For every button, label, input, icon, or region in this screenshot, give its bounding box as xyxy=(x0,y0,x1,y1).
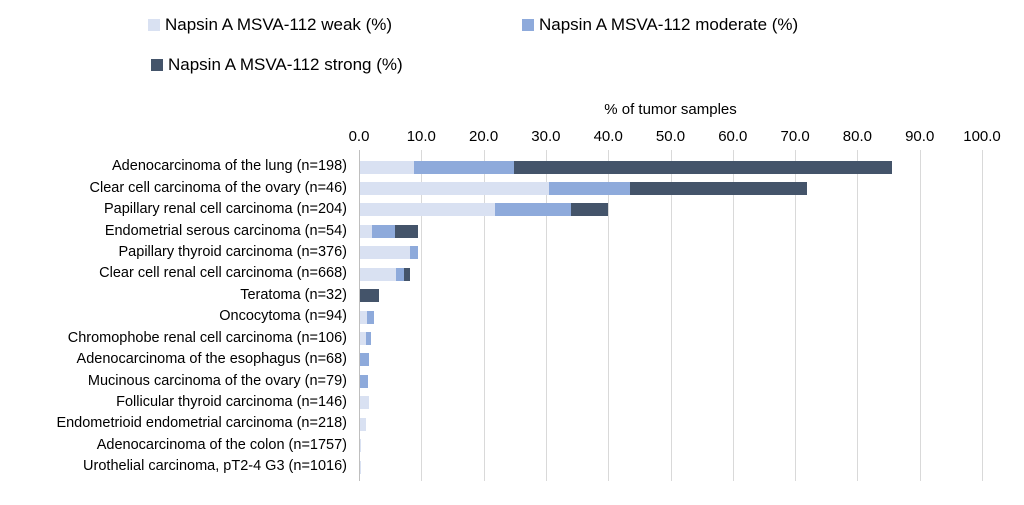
bar-segment-strong xyxy=(394,224,418,238)
bar-segment-moderate xyxy=(494,203,572,217)
bar-segment-moderate xyxy=(360,374,369,388)
bar-segment-moderate xyxy=(371,224,395,238)
x-tick-label: 70.0 xyxy=(780,128,810,145)
legend-swatch-moderate-icon xyxy=(522,19,534,31)
legend-swatch-weak-icon xyxy=(148,19,160,31)
bar-row xyxy=(360,181,807,195)
category-label: Mucinous carcinoma of the ovary (n=79) xyxy=(87,372,347,389)
category-label: Papillary thyroid carcinoma (n=376) xyxy=(118,244,347,260)
legend-label-weak: Napsin A MSVA-112 weak (%) xyxy=(165,15,393,34)
category-label: Endometrial serous carcinoma (n=54) xyxy=(104,222,347,239)
category-label: Follicular thyroid carcinoma (n=146) xyxy=(116,394,347,410)
bar-row xyxy=(360,374,369,388)
bar-row xyxy=(360,289,380,303)
bar-row xyxy=(360,331,372,345)
legend-label-strong: Napsin A MSVA-112 strong (%) xyxy=(168,55,403,74)
bar-segment-weak xyxy=(360,331,366,345)
x-tick-label: 60.0 xyxy=(718,128,748,145)
bar-segment-strong xyxy=(360,289,380,303)
x-tick-label: 40.0 xyxy=(593,128,623,145)
bar-segment-moderate xyxy=(365,331,372,345)
bar-segment-moderate xyxy=(366,310,374,324)
bar-segment-weak xyxy=(360,439,362,453)
legend-swatch-strong-icon xyxy=(151,59,163,71)
bar-segment-moderate xyxy=(396,267,405,281)
bar-segment-weak xyxy=(360,396,369,410)
bar-segment-weak xyxy=(360,203,495,217)
bar-segment-moderate xyxy=(413,160,515,174)
gridline xyxy=(857,150,859,481)
x-tick-label: 30.0 xyxy=(531,128,561,145)
legend-item-strong: Napsin A MSVA-112 strong (%) xyxy=(151,55,403,75)
x-tick-label: 100.0 xyxy=(963,128,1001,145)
bar-row xyxy=(360,310,374,324)
bar-row xyxy=(360,417,366,431)
legend-label-moderate: Napsin A MSVA-112 moderate (%) xyxy=(539,15,799,34)
category-label: Urothelial carcinoma, pT2-4 G3 (n=1016) xyxy=(83,458,347,475)
bar-segment-weak xyxy=(360,417,366,431)
gridline xyxy=(545,150,547,481)
bar-row xyxy=(360,203,608,217)
bar-row xyxy=(360,439,362,453)
x-tick-label: 80.0 xyxy=(842,128,872,145)
x-tick-label: 0.0 xyxy=(348,128,370,145)
x-axis-title: % of tumor samples xyxy=(604,101,737,118)
gridline xyxy=(732,150,734,481)
category-label: Teratoma (n=32) xyxy=(240,286,347,303)
bar-segment-weak xyxy=(360,246,410,260)
category-label: Endometrioid endometrial carcinoma (n=21… xyxy=(56,415,347,432)
category-label: Adenocarcinoma of the colon (n=1757) xyxy=(96,436,347,453)
bar-segment-moderate xyxy=(409,246,418,260)
plot-area xyxy=(359,150,983,481)
legend-item-moderate: Napsin A MSVA-112 moderate (%) xyxy=(522,15,798,35)
gridline xyxy=(483,150,485,481)
bar-row xyxy=(360,460,362,474)
gridline xyxy=(795,150,797,481)
category-label: Adenocarcinoma of the lung (n=198) xyxy=(112,158,347,175)
category-label: Oncocytoma (n=94) xyxy=(219,308,347,325)
gridline xyxy=(670,150,672,481)
gridline xyxy=(919,150,921,481)
category-label: Papillary renal cell carcinoma (n=204) xyxy=(104,201,347,218)
bar-row xyxy=(360,224,418,238)
bar-segment-weak xyxy=(360,460,362,474)
bar-row xyxy=(360,246,418,260)
category-label: Adenocarcinoma of the esophagus (n=68) xyxy=(76,351,347,368)
gridline xyxy=(608,150,610,481)
x-tick-label: 20.0 xyxy=(468,128,499,145)
x-tick-label: 90.0 xyxy=(905,128,935,145)
bar-row xyxy=(360,353,370,367)
bar-row xyxy=(360,267,410,281)
bar-segment-strong xyxy=(630,181,807,195)
bar-row xyxy=(360,396,369,410)
bar-segment-moderate xyxy=(360,353,370,367)
category-label: Clear cell renal cell carcinoma (n=668) xyxy=(99,265,347,282)
bar-segment-strong xyxy=(514,160,893,174)
bar-segment-strong xyxy=(404,267,410,281)
bar-segment-weak xyxy=(360,160,414,174)
x-tick-label: 50.0 xyxy=(655,128,686,145)
x-tick-label: 10.0 xyxy=(406,128,436,145)
bar-segment-moderate xyxy=(549,181,631,195)
category-label: Clear cell carcinoma of the ovary (n=46) xyxy=(89,179,348,196)
gridline xyxy=(421,150,423,481)
category-label: Chromophobe renal cell carcinoma (n=106) xyxy=(67,329,347,346)
bar-segment-weak xyxy=(360,224,372,238)
bar-segment-strong xyxy=(571,203,608,217)
gridline xyxy=(982,150,983,481)
bar-row xyxy=(360,160,893,174)
bar-segment-weak xyxy=(360,267,397,281)
y-axis-line xyxy=(359,150,360,481)
bar-segment-weak xyxy=(360,310,367,324)
bar-segment-weak xyxy=(360,181,550,195)
legend-item-weak: Napsin A MSVA-112 weak (%) xyxy=(148,15,392,35)
